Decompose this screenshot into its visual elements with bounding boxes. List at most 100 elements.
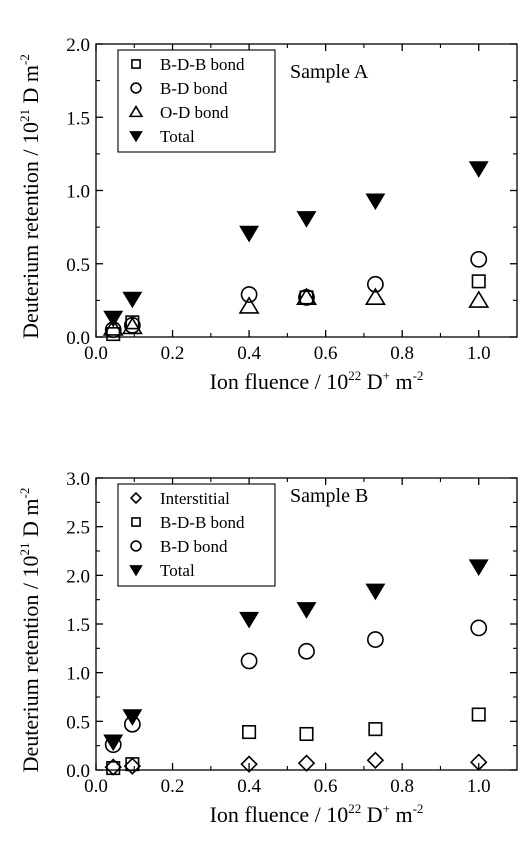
data-point bbox=[239, 225, 260, 243]
data-point bbox=[242, 724, 257, 740]
series-b-d-b-bond bbox=[106, 274, 486, 342]
data-point bbox=[240, 286, 258, 303]
series-total bbox=[103, 559, 489, 752]
legend-marker bbox=[129, 565, 143, 577]
data-point bbox=[240, 652, 258, 670]
data-point bbox=[297, 754, 316, 772]
y-tick-label: 0.5 bbox=[66, 255, 90, 276]
x-tick-label: 0.2 bbox=[161, 776, 185, 797]
chart-panel-b: 0.0 0.2 0.4 0.6 0.8 1.0 0.0 0.5 1.0 1.5 2.0 2.5 3.0 I… bbox=[17, 469, 518, 827]
y-tick-label: 1.0 bbox=[66, 182, 90, 203]
data-point bbox=[102, 318, 124, 336]
y-tick-label: 1.0 bbox=[66, 664, 90, 685]
legend-label: Total bbox=[160, 561, 195, 580]
data-point bbox=[103, 310, 124, 328]
data-point bbox=[364, 287, 386, 305]
data-point bbox=[240, 755, 258, 773]
y-tick-label: 0.5 bbox=[66, 712, 90, 733]
y-tick-label: 3.0 bbox=[66, 469, 90, 490]
data-point bbox=[123, 316, 141, 334]
data-point bbox=[296, 287, 317, 305]
data-point bbox=[468, 161, 489, 178]
legend-marker bbox=[128, 104, 144, 118]
series-o-d-bond bbox=[102, 287, 490, 336]
data-point bbox=[368, 722, 383, 737]
y-axis-title: Deuterium retention / 1021 D m-2 bbox=[17, 54, 43, 339]
x-tick-label: 0.8 bbox=[390, 776, 414, 797]
legend-marker bbox=[130, 82, 142, 94]
data-point bbox=[121, 316, 143, 335]
data-point bbox=[470, 250, 488, 268]
x-tick-label: 0.4 bbox=[237, 343, 261, 364]
legend-box bbox=[117, 483, 276, 587]
data-point bbox=[106, 327, 121, 342]
series-b-d-bond bbox=[104, 250, 488, 339]
legend-label: O-D bond bbox=[160, 103, 229, 122]
x-axis-title: Ion fluence / 1022 D+ m-2 bbox=[210, 368, 424, 394]
sample-annotation: Sample B bbox=[290, 485, 368, 507]
legend-marker bbox=[129, 491, 143, 505]
data-point bbox=[468, 290, 490, 308]
data-point bbox=[471, 707, 486, 722]
legend-label: Total bbox=[160, 127, 195, 146]
x-tick-label: 0.0 bbox=[84, 343, 108, 364]
y-axis-title: Deuterium retention / 1021 D m-2 bbox=[17, 488, 43, 773]
legend-marker bbox=[131, 59, 141, 69]
data-point bbox=[366, 275, 384, 293]
legend-label: B-D bond bbox=[160, 537, 228, 556]
series-interstitial bbox=[104, 751, 488, 776]
data-point bbox=[296, 211, 317, 228]
data-point bbox=[122, 709, 143, 726]
series-b-d-b-bond bbox=[106, 707, 486, 776]
y-tick-label: 0.0 bbox=[66, 328, 90, 349]
legend-marker bbox=[131, 517, 141, 527]
legend-marker bbox=[129, 131, 143, 143]
data-point bbox=[471, 274, 486, 289]
sample-annotation: Sample A bbox=[290, 61, 369, 83]
x-tick-label: 0.8 bbox=[390, 343, 414, 364]
x-tick-label: 0.2 bbox=[161, 343, 185, 364]
y-tick-label: 2.0 bbox=[66, 35, 90, 56]
x-tick-label: 1.0 bbox=[467, 343, 491, 364]
legend-label: Interstitial bbox=[160, 489, 230, 508]
series-total bbox=[103, 161, 489, 328]
data-point bbox=[122, 291, 143, 309]
legend-label: B-D bond bbox=[160, 79, 228, 98]
x-tick-label: 0.0 bbox=[84, 776, 108, 797]
x-tick-label: 1.0 bbox=[467, 776, 491, 797]
data-point bbox=[125, 757, 140, 772]
data-point bbox=[239, 611, 260, 629]
data-point bbox=[365, 583, 386, 601]
x-axis-title: Ion fluence / 1022 D+ m-2 bbox=[210, 801, 424, 827]
x-tick-label: 0.6 bbox=[314, 343, 338, 364]
data-point bbox=[123, 757, 142, 775]
data-point bbox=[468, 559, 489, 576]
legend-label: B-D-B bond bbox=[160, 513, 245, 532]
data-point bbox=[365, 193, 386, 211]
y-tick-label: 1.5 bbox=[66, 615, 90, 636]
legend: B-D-B bond B-D bond O-D bond Total bbox=[117, 49, 276, 153]
data-point bbox=[106, 761, 121, 776]
data-point bbox=[366, 631, 384, 648]
data-point bbox=[238, 296, 260, 314]
legend-box bbox=[117, 49, 276, 153]
legend-marker bbox=[130, 540, 142, 552]
data-point bbox=[298, 642, 315, 660]
y-tick-label: 0.0 bbox=[66, 761, 90, 782]
chart-panel-a: 0.0 0.2 0.4 0.6 0.8 1.0 0.0 0.5 1.0 1.5 2.0 Ion flu… bbox=[17, 35, 518, 394]
y-tick-label: 2.0 bbox=[66, 566, 90, 587]
y-tick-label: 1.5 bbox=[66, 108, 90, 129]
series-b-d-bond bbox=[104, 619, 488, 754]
y-tick-label: 2.5 bbox=[66, 518, 90, 539]
data-point bbox=[469, 753, 488, 771]
data-point bbox=[470, 619, 488, 637]
x-tick-label: 0.6 bbox=[314, 776, 338, 797]
legend-label: B-D-B bond bbox=[160, 55, 245, 74]
x-tick-label: 0.4 bbox=[237, 776, 261, 797]
data-point bbox=[296, 602, 317, 619]
data-point bbox=[299, 726, 314, 742]
data-point bbox=[366, 751, 385, 769]
legend: Interstitial B-D-B bond B-D bond Total bbox=[117, 483, 276, 587]
data-point bbox=[103, 734, 124, 752]
